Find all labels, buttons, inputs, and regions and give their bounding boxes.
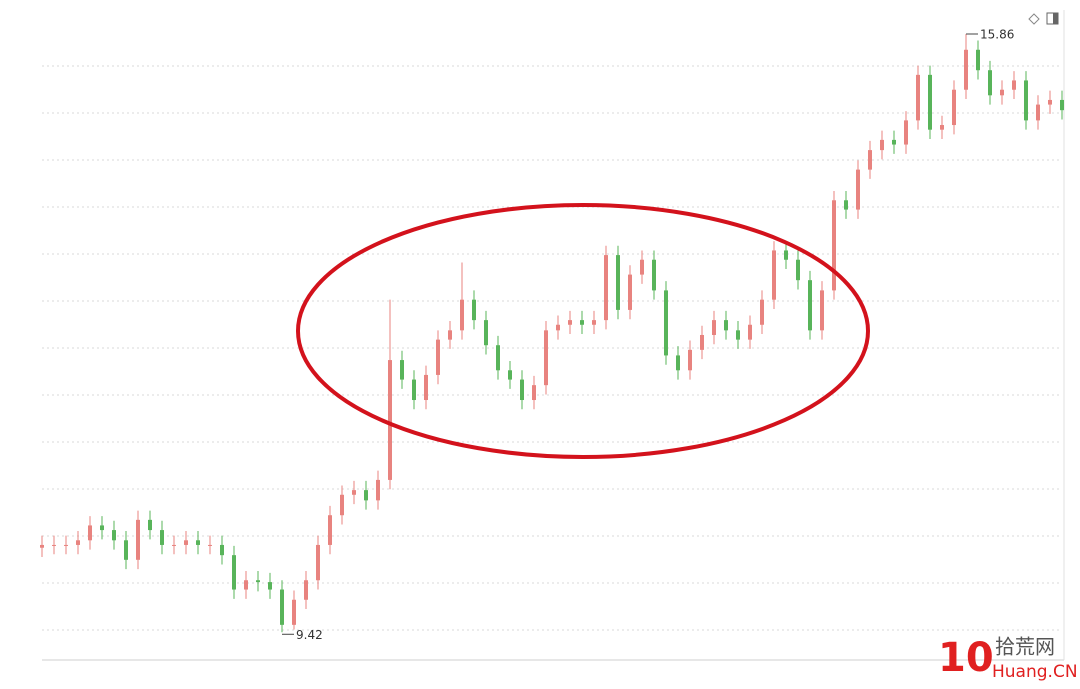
candle-body xyxy=(496,345,500,371)
watermark-domain: Huang.CN xyxy=(992,662,1078,682)
candle-body xyxy=(1060,99,1064,111)
candle-body xyxy=(400,360,404,380)
candle-body xyxy=(832,200,836,291)
candle-body xyxy=(580,320,584,325)
candle-body xyxy=(904,120,908,145)
candle-body xyxy=(664,290,668,356)
candle-body xyxy=(208,544,212,546)
candle-body xyxy=(460,299,464,331)
candle-body xyxy=(880,139,884,151)
candle-body xyxy=(1024,80,1028,121)
candle-body xyxy=(448,330,452,340)
candle-body xyxy=(268,582,272,590)
candle-body xyxy=(196,540,200,545)
candle-body xyxy=(100,525,104,531)
candle-body xyxy=(232,555,236,590)
low-label: 9.42 xyxy=(296,628,323,642)
candle-body xyxy=(304,580,308,600)
candle-body xyxy=(556,324,560,331)
candle-body xyxy=(1012,80,1016,90)
candle-body xyxy=(544,330,548,386)
candle-body xyxy=(148,519,152,531)
candle-body xyxy=(928,74,932,130)
candle-body xyxy=(652,259,656,291)
candle-body xyxy=(220,544,224,556)
candle-body xyxy=(76,540,80,545)
watermark-site: 拾荒网 xyxy=(995,635,1055,659)
candle-body xyxy=(388,360,392,480)
candle-body xyxy=(292,599,296,625)
candle-body xyxy=(184,540,188,545)
highlight-ellipse xyxy=(296,203,870,459)
candle-body xyxy=(688,349,692,371)
candle-body xyxy=(628,274,632,310)
candle-body xyxy=(472,299,476,321)
candle-body xyxy=(64,544,68,546)
candles xyxy=(40,33,1064,633)
candle-body xyxy=(796,259,800,281)
high-label: 15.86 xyxy=(980,27,1014,41)
candle-body xyxy=(52,544,56,546)
candle-body xyxy=(112,530,116,541)
candle-body xyxy=(340,494,344,516)
candle-body xyxy=(988,70,992,96)
candle-body xyxy=(172,544,176,546)
icon-diamond[interactable] xyxy=(1028,13,1040,25)
icon-panel-fill xyxy=(1053,13,1058,24)
candle-body xyxy=(712,320,716,335)
candle-body xyxy=(868,150,872,170)
candle-body xyxy=(160,530,164,545)
grid xyxy=(42,65,1062,631)
candle-body xyxy=(856,169,860,210)
candle-body xyxy=(532,385,536,401)
candle-body xyxy=(808,280,812,331)
watermark-logo: 10 xyxy=(938,635,994,681)
candle-body xyxy=(760,299,764,325)
candle-body xyxy=(940,125,944,130)
candle-body xyxy=(976,49,980,71)
candle-body xyxy=(280,589,284,625)
candle-body xyxy=(412,379,416,401)
candle-body xyxy=(88,525,92,541)
candle-body xyxy=(244,580,248,590)
candle-body xyxy=(952,89,956,126)
candle-body xyxy=(316,544,320,581)
candle-body xyxy=(616,255,620,310)
candle-body xyxy=(724,320,728,331)
candle-body xyxy=(916,74,920,121)
candle-body xyxy=(772,250,776,300)
candle-body xyxy=(424,374,428,401)
candle-body xyxy=(136,519,140,560)
candle-body xyxy=(1048,99,1052,105)
candle-body xyxy=(352,490,356,495)
candle-body xyxy=(640,259,644,275)
candle-body xyxy=(1000,89,1004,96)
candle-body xyxy=(820,290,824,331)
candle-body xyxy=(892,139,896,145)
candle-body xyxy=(256,580,260,583)
candle-body xyxy=(328,515,332,545)
candle-body xyxy=(844,200,848,210)
candle-body xyxy=(1036,104,1040,121)
candle-body xyxy=(784,250,788,260)
candle-body xyxy=(676,355,680,371)
candle-body xyxy=(700,334,704,350)
candle-body xyxy=(376,479,380,501)
candle-body xyxy=(604,255,608,321)
candle-body xyxy=(484,320,488,346)
candle-body xyxy=(436,339,440,375)
candle-body xyxy=(964,49,968,90)
candle-body xyxy=(508,370,512,380)
candle-body xyxy=(748,324,752,340)
candle-body xyxy=(40,544,44,548)
candle-body xyxy=(736,330,740,340)
candle-body xyxy=(592,320,596,325)
candle-body xyxy=(124,540,128,560)
candle-body xyxy=(364,490,368,501)
candle-body xyxy=(520,379,524,401)
candle-body xyxy=(568,320,572,325)
